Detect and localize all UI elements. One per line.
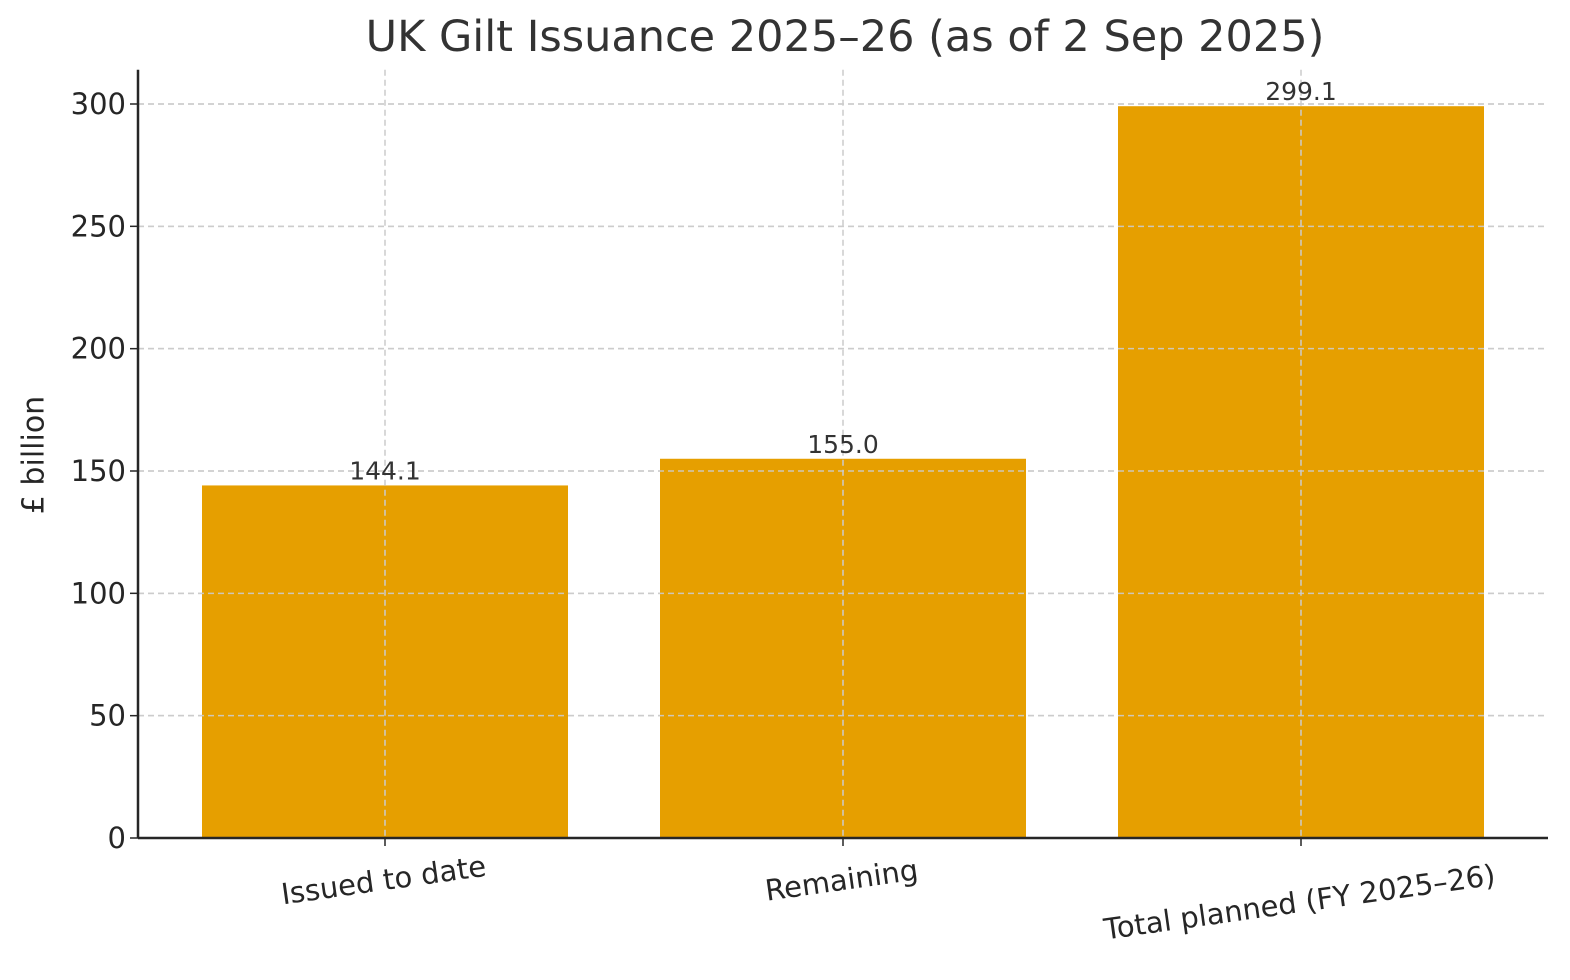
y-tick-label: 100 <box>71 576 126 610</box>
x-tick-label: Remaining <box>763 853 920 908</box>
bar-value-label: 155.0 <box>807 430 879 459</box>
x-tick-label: Issued to date <box>279 849 488 911</box>
bar-value-label: 299.1 <box>1265 77 1337 106</box>
y-tick-label: 50 <box>89 699 126 733</box>
y-tick-label: 0 <box>108 821 126 855</box>
y-tick-label: 200 <box>71 332 126 366</box>
x-tick-label: Total planned (FY 2025–26) <box>1101 858 1498 947</box>
y-tick-label: 250 <box>71 209 126 243</box>
y-tick-label: 300 <box>71 87 126 121</box>
bar-value-label: 144.1 <box>349 456 421 485</box>
y-tick-label: 150 <box>71 454 126 488</box>
chart-title: UK Gilt Issuance 2025–26 (as of 2 Sep 20… <box>365 12 1325 62</box>
